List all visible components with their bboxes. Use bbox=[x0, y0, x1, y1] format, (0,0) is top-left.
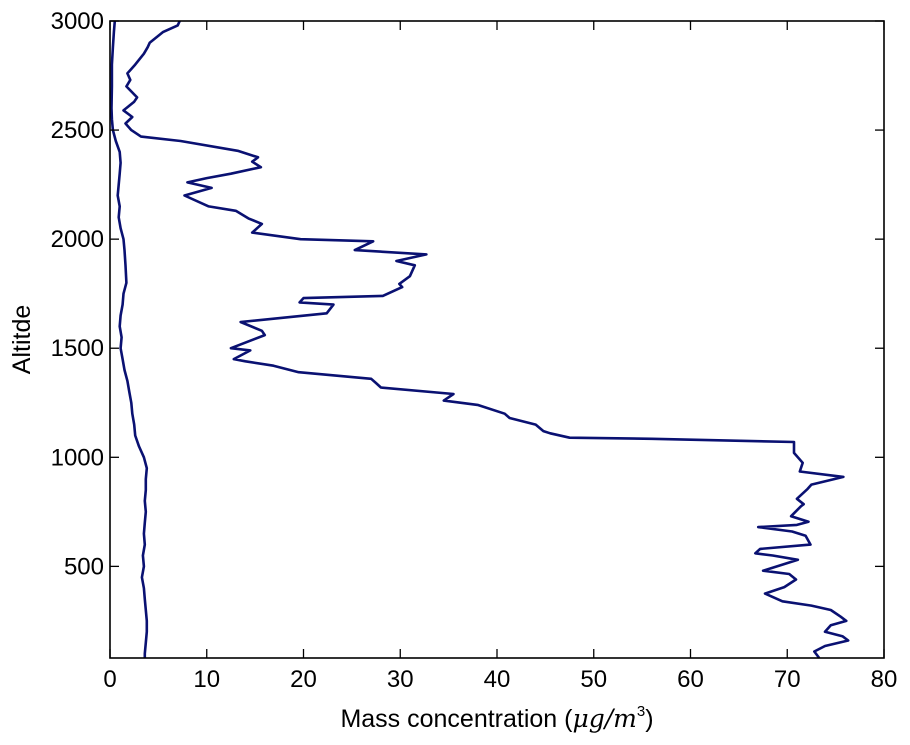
x-axis-label: Mass concentration (μg/m3) bbox=[340, 703, 653, 733]
series-line-2 bbox=[110, 20, 149, 658]
y-tick-label: 2500 bbox=[51, 117, 104, 144]
x-tick-label: 70 bbox=[774, 666, 801, 693]
y-tick-label: 500 bbox=[64, 553, 104, 580]
x-tick-label: 0 bbox=[103, 666, 116, 693]
y-axis-label: Altitde bbox=[8, 305, 36, 374]
series-line-1 bbox=[122, 20, 850, 659]
x-axis-label-exponent: 3 bbox=[637, 703, 645, 720]
x-axis-label-close: ) bbox=[645, 705, 653, 733]
x-tick-label: 40 bbox=[484, 666, 511, 693]
y-tick-label: 2000 bbox=[51, 226, 104, 253]
x-tick-label: 60 bbox=[677, 666, 704, 693]
tick-labels: 0 10 20 30 40 50 60 70 80 500 1000 1500 2000 2500 3000 bbox=[51, 8, 898, 693]
axis-ticks bbox=[109, 20, 885, 658]
x-tick-label: 30 bbox=[387, 666, 414, 693]
x-axis-label-unit: μg/m bbox=[572, 704, 636, 733]
x-tick-label: 50 bbox=[580, 666, 607, 693]
y-tick-label: 1500 bbox=[51, 335, 104, 362]
y-tick-label: 3000 bbox=[51, 8, 104, 35]
x-tick-label: 80 bbox=[871, 666, 898, 693]
x-tick-label: 20 bbox=[290, 666, 317, 693]
x-tick-label: 10 bbox=[193, 666, 220, 693]
x-axis-label-text: Mass concentration ( bbox=[340, 705, 573, 733]
plot-frame bbox=[109, 20, 885, 659]
series-layer bbox=[110, 20, 850, 659]
y-tick-label: 1000 bbox=[51, 444, 104, 471]
